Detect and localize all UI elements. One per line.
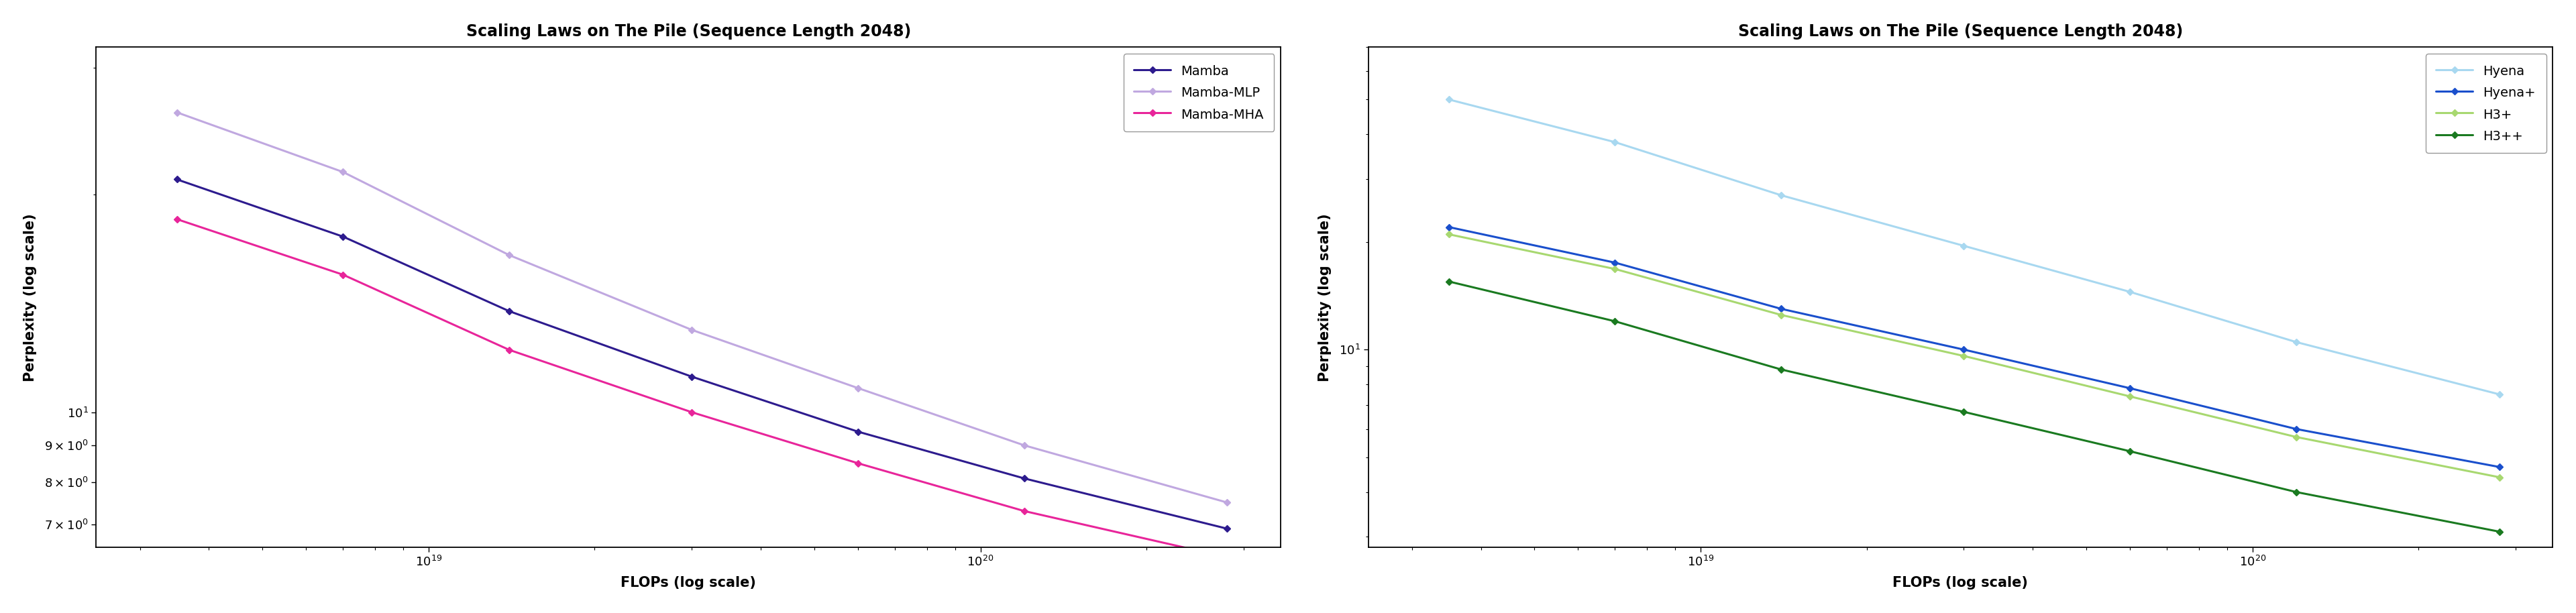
Hyena [1600, 139, 1631, 146]
Hyena+ [1765, 305, 1795, 313]
Mamba [1010, 474, 1041, 482]
Legend: Mamba, Mamba-MLP, Mamba-MHA: Mamba, Mamba-MLP, Mamba-MHA [1123, 54, 1275, 132]
H3++ [1765, 366, 1795, 373]
Hyena [1432, 96, 1463, 103]
Hyena [2483, 390, 2514, 398]
Title: Scaling Laws on The Pile (Sequence Length 2048): Scaling Laws on The Pile (Sequence Lengt… [466, 23, 912, 39]
Mamba-MHA [495, 346, 526, 354]
Line: H3++: H3++ [1445, 279, 2501, 534]
Mamba-MHA [1211, 554, 1242, 561]
Line: Mamba-MHA: Mamba-MHA [175, 216, 1229, 560]
Hyena+ [1600, 259, 1631, 266]
Y-axis label: Perplexity (log scale): Perplexity (log scale) [23, 213, 36, 381]
Line: Hyena: Hyena [1445, 97, 2501, 397]
H3+ [1600, 265, 1631, 273]
Mamba [327, 233, 358, 240]
H3+ [1947, 352, 1978, 360]
Mamba-MHA [1010, 508, 1041, 515]
Mamba-MLP [1010, 441, 1041, 449]
Hyena [1765, 192, 1795, 199]
Mamba [162, 176, 193, 183]
Hyena [1947, 242, 1978, 249]
H3++ [1947, 408, 1978, 416]
Line: Mamba-MLP: Mamba-MLP [175, 110, 1229, 505]
H3++ [2115, 447, 2146, 455]
H3++ [2280, 489, 2311, 496]
Mamba-MLP [1211, 499, 1242, 506]
H3++ [2483, 528, 2514, 535]
Hyena [2280, 338, 2311, 346]
Line: Mamba: Mamba [175, 177, 1229, 531]
Mamba-MLP [495, 251, 526, 259]
H3+ [2280, 433, 2311, 441]
Hyena+ [1947, 346, 1978, 353]
Mamba [677, 373, 708, 380]
Mamba-MLP [842, 384, 873, 392]
Legend: Hyena, Hyena+, H3+, H3++: Hyena, Hyena+, H3+, H3++ [2427, 54, 2545, 153]
Mamba [1211, 525, 1242, 532]
Mamba [842, 428, 873, 435]
Title: Scaling Laws on The Pile (Sequence Length 2048): Scaling Laws on The Pile (Sequence Lengt… [1739, 23, 2182, 39]
H3+ [1432, 230, 1463, 238]
Mamba-MHA [327, 271, 358, 278]
Line: Hyena+: Hyena+ [1445, 224, 2501, 470]
Mamba-MHA [162, 216, 193, 223]
H3++ [1600, 318, 1631, 325]
Y-axis label: Perplexity (log scale): Perplexity (log scale) [1319, 213, 1332, 381]
H3+ [2115, 393, 2146, 400]
Hyena+ [2115, 384, 2146, 392]
Hyena [2115, 288, 2146, 295]
Mamba-MLP [162, 109, 193, 116]
H3++ [1432, 278, 1463, 285]
Line: H3+: H3+ [1445, 232, 2501, 480]
H3+ [1765, 311, 1795, 319]
Mamba [495, 308, 526, 315]
Mamba-MHA [842, 460, 873, 467]
Mamba-MLP [677, 326, 708, 333]
X-axis label: FLOPs (log scale): FLOPs (log scale) [1893, 576, 2027, 590]
Hyena+ [2483, 463, 2514, 471]
X-axis label: FLOPs (log scale): FLOPs (log scale) [621, 576, 757, 590]
Mamba-MHA [677, 409, 708, 416]
H3+ [2483, 473, 2514, 481]
Hyena+ [2280, 425, 2311, 433]
Hyena+ [1432, 223, 1463, 230]
Mamba-MLP [327, 169, 358, 176]
